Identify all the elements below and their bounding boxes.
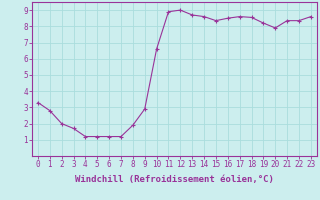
X-axis label: Windchill (Refroidissement éolien,°C): Windchill (Refroidissement éolien,°C) [75, 175, 274, 184]
